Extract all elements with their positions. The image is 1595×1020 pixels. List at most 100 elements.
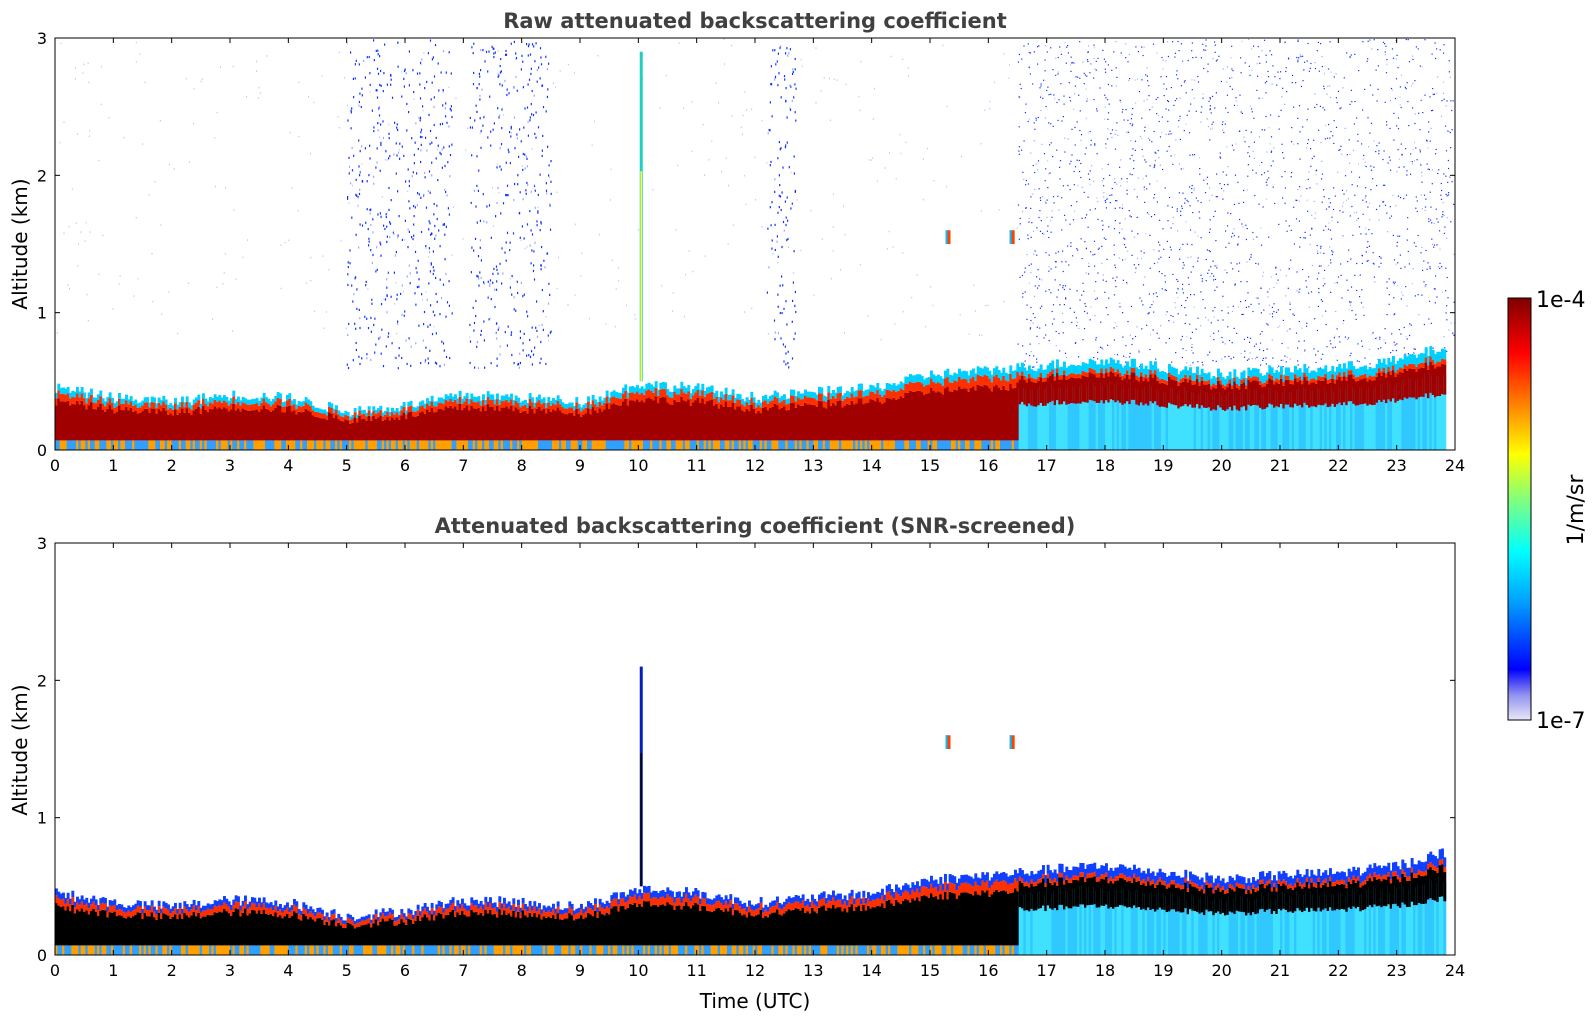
bl-column-edge <box>538 400 541 407</box>
bl-column-edge <box>477 401 481 408</box>
bl-column-fringe <box>136 403 140 408</box>
noise-speck <box>1053 318 1055 320</box>
noise-speck <box>421 293 423 296</box>
bl-column-surface <box>584 440 588 450</box>
noise-speck <box>544 266 546 269</box>
noise-speck <box>425 346 427 349</box>
bl-column-fringe <box>197 394 201 401</box>
noise-speck <box>678 42 680 44</box>
bl-column-core <box>435 412 439 441</box>
bl-column-fringe <box>507 396 511 403</box>
bl-column-surface <box>293 440 296 450</box>
noise-speck <box>1432 347 1434 349</box>
noise-speck <box>1247 152 1249 154</box>
noise-speck <box>1069 100 1072 102</box>
noise-speck <box>844 332 845 334</box>
noise-speck <box>1448 131 1450 133</box>
noise-speck <box>1233 203 1235 205</box>
noise-speck <box>545 55 547 58</box>
noise-speck <box>325 311 327 313</box>
bl-column-surface <box>332 440 336 450</box>
bl-column-surface <box>855 440 859 450</box>
bl-column-surface <box>608 440 611 450</box>
bl-column-edge <box>113 407 117 414</box>
noise-speck <box>1351 101 1353 103</box>
noise-speck <box>1270 165 1272 167</box>
noise-speck <box>1200 201 1202 204</box>
noise-speck <box>1165 60 1167 62</box>
noise-speck <box>429 270 431 273</box>
noise-speck <box>1353 149 1355 151</box>
bl-column-surface <box>391 440 394 450</box>
noise-speck <box>785 352 787 355</box>
noise-speck <box>528 43 530 46</box>
bl-column-core <box>90 402 93 441</box>
noise-speck <box>1038 45 1040 47</box>
noise-speck <box>960 155 962 158</box>
noise-speck <box>1087 60 1089 63</box>
noise-speck <box>1216 59 1218 61</box>
noise-speck <box>1333 142 1335 144</box>
bl-column-edge <box>813 398 817 406</box>
bl-column-surface <box>612 440 616 450</box>
bl-column-fringe <box>395 407 399 413</box>
noise-speck <box>1453 334 1455 336</box>
noise-speck <box>1341 297 1343 299</box>
bl-column-fringe <box>860 383 863 391</box>
noise-speck <box>1174 302 1176 304</box>
noise-speck <box>1227 111 1229 114</box>
noise-speck <box>1116 122 1118 124</box>
noise-speck <box>908 75 910 77</box>
bl-column-edge <box>211 403 215 410</box>
noise-speck <box>1178 120 1180 122</box>
noise-speck <box>483 282 486 285</box>
noise-speck <box>1030 319 1032 322</box>
bl-column-edge <box>687 391 691 400</box>
bl-column-edge <box>573 410 576 416</box>
noise-speck <box>1026 318 1028 320</box>
noise-speck <box>1030 263 1032 265</box>
noise-speck <box>1330 343 1332 345</box>
noise-speck <box>1238 262 1241 264</box>
noise-speck <box>1059 166 1061 168</box>
noise-speck <box>1224 343 1226 345</box>
noise-speck <box>1275 266 1277 268</box>
noise-speck <box>626 304 627 307</box>
noise-speck <box>774 248 776 252</box>
noise-speck <box>1188 132 1191 134</box>
noise-speck <box>1028 221 1030 223</box>
bl-column-edge <box>360 414 364 420</box>
noise-speck <box>476 87 478 90</box>
noise-speck <box>372 218 374 221</box>
bl-column-surface <box>132 440 135 450</box>
bl-column-surface <box>944 440 947 450</box>
noise-speck <box>1323 189 1325 191</box>
noise-speck <box>567 63 569 66</box>
noise-speck <box>1114 353 1116 355</box>
noise-speck <box>1283 157 1285 159</box>
noise-speck <box>1372 332 1374 334</box>
bl-column-core <box>239 411 243 441</box>
bl-column-surface <box>358 440 362 450</box>
bl-column-edge <box>377 412 380 418</box>
noise-speck <box>1129 123 1131 125</box>
noise-speck <box>1380 262 1382 264</box>
noise-speck <box>1107 99 1109 101</box>
noise-speck <box>499 65 501 68</box>
noise-speck <box>1277 279 1279 281</box>
bl-column-fringe <box>367 406 371 411</box>
noise-speck <box>445 225 447 228</box>
noise-speck <box>1095 339 1097 341</box>
bl-column-surface <box>400 440 404 450</box>
noise-speck <box>1431 243 1434 245</box>
bl-column-edge <box>176 409 180 415</box>
bl-column-edge <box>73 397 77 405</box>
bl-column-core <box>524 410 527 441</box>
noise-speck <box>1093 58 1095 60</box>
noise-speck <box>538 324 540 327</box>
noise-speck <box>1445 312 1447 314</box>
noise-speck <box>455 97 457 99</box>
bl-column-fringe <box>384 411 387 415</box>
noise-speck <box>829 77 830 80</box>
bl-column-fringe <box>906 376 910 385</box>
